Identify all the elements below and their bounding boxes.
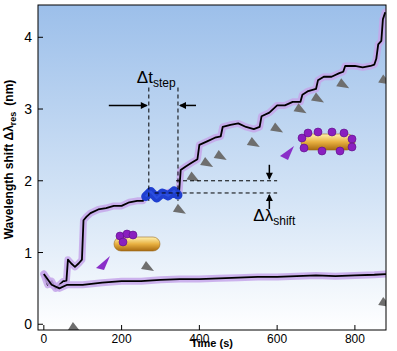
x-tick (277, 325, 278, 330)
step-marker (294, 103, 307, 113)
plot-frame (38, 5, 386, 330)
particle (340, 129, 348, 137)
annotation: Δλshift (155, 165, 296, 228)
particle (129, 231, 137, 239)
pointer (96, 256, 110, 270)
step-marker (214, 150, 227, 160)
nanorod-icon (114, 230, 160, 251)
y-tick (38, 180, 43, 181)
annotation-line (155, 192, 277, 193)
x-tick (121, 325, 122, 330)
y-tick-label: 4 (24, 29, 32, 45)
step-marker (311, 93, 324, 103)
particle (300, 144, 308, 152)
y-tick-label: 2 (24, 173, 32, 189)
chart: ΔtstepΔλshift020040060080001234Time (s)W… (0, 0, 397, 351)
x-tick (354, 325, 355, 330)
annotation-line (148, 88, 149, 201)
arrow-head (266, 173, 273, 180)
series-line (44, 274, 386, 288)
particle (348, 143, 356, 151)
noise-band (44, 274, 386, 288)
particle (304, 129, 312, 137)
x-tick-label: 0 (40, 332, 47, 346)
particle (336, 147, 344, 155)
step-marker (200, 157, 213, 167)
step-marker (378, 297, 386, 307)
y-label-sub: res (8, 112, 18, 126)
x-tick-label: 600 (267, 332, 287, 346)
y-tick-label: 3 (24, 101, 32, 117)
y-tick (38, 324, 43, 325)
noise-band (44, 12, 385, 288)
pointer (280, 146, 294, 160)
step-marker (336, 78, 349, 88)
annotation-sub: step (153, 76, 176, 90)
step-marker (378, 75, 386, 85)
plot-area (44, 12, 386, 330)
x-tick (43, 325, 44, 330)
x-axis-label: Time (s) (191, 337, 233, 349)
y-tick-label: 1 (24, 245, 32, 261)
annotation-line (176, 180, 277, 181)
arrow-head (266, 194, 273, 201)
arrow-head (141, 102, 148, 109)
series-line (44, 12, 385, 288)
y-label-text: Wavelength shift Δλ (2, 125, 16, 240)
particle (119, 238, 127, 246)
particle (328, 128, 336, 136)
plot-background (38, 5, 386, 330)
annotation-line (177, 88, 178, 201)
annotation-label: Δλshift (253, 206, 296, 228)
annotation-text: Δλ (253, 206, 273, 225)
annotation: Δtstep (109, 68, 196, 201)
y-tick (38, 109, 43, 110)
chart-container: ΔtstepΔλshift020040060080001234Time (s)W… (0, 0, 397, 351)
x-tick-label: 800 (345, 332, 365, 346)
y-tick (38, 252, 43, 253)
annotation-text: Δt (137, 68, 153, 87)
y-axis-label: Wavelength shift Δλres (nm) (2, 80, 18, 240)
series-line (146, 191, 178, 198)
step-marker (270, 123, 283, 133)
nanorod (114, 237, 160, 251)
annotation-sub: shift (273, 214, 296, 228)
annotation-label: Δtstep (137, 68, 176, 90)
y-tick-label: 0 (24, 316, 32, 332)
arrow-head (179, 102, 186, 109)
noise-band (146, 191, 178, 198)
step-marker (68, 322, 81, 330)
x-tick-label: 200 (112, 332, 132, 346)
step-marker (141, 261, 154, 271)
y-label-unit: (nm) (2, 80, 16, 106)
step-marker (187, 171, 200, 181)
particle (318, 147, 326, 155)
particle (314, 128, 322, 136)
particle (348, 135, 356, 143)
step-marker (173, 204, 186, 214)
y-tick (38, 37, 43, 38)
nanorod-icon (298, 128, 356, 155)
x-tick (199, 325, 200, 330)
step-marker (247, 137, 260, 147)
